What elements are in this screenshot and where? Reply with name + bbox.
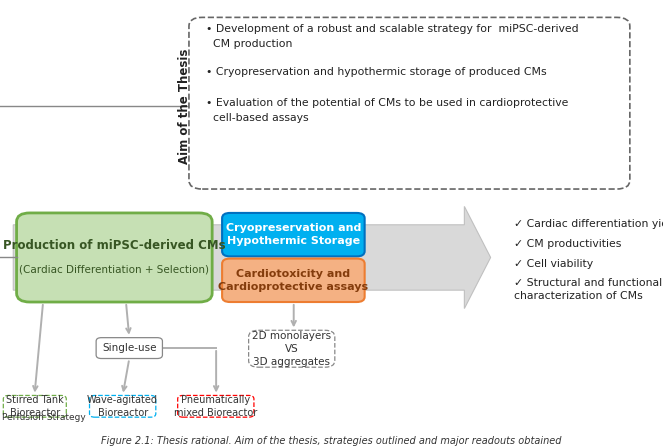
- FancyBboxPatch shape: [189, 17, 630, 189]
- Text: Stirred Tank
Bioreactor: Stirred Tank Bioreactor: [6, 395, 64, 418]
- Text: Pneumatically
mixed Bioreactor: Pneumatically mixed Bioreactor: [174, 395, 257, 418]
- Text: 2D monolayers
VS
3D aggregates: 2D monolayers VS 3D aggregates: [252, 331, 332, 367]
- Text: • Cryopreservation and hypothermic storage of produced CMs: • Cryopreservation and hypothermic stora…: [206, 67, 546, 78]
- Text: ✓ Structural and functional
characterization of CMs: ✓ Structural and functional characteriza…: [514, 278, 662, 301]
- Text: • Evaluation of the potential of CMs to be used in cardioprotective
  cell-based: • Evaluation of the potential of CMs to …: [206, 98, 568, 123]
- FancyBboxPatch shape: [3, 396, 66, 417]
- Text: ✓ CM productivities: ✓ CM productivities: [514, 239, 621, 249]
- FancyBboxPatch shape: [222, 258, 365, 302]
- Text: Cryopreservation and
Hypothermic Storage: Cryopreservation and Hypothermic Storage: [225, 223, 361, 246]
- Text: Production of miPSC-derived CMs: Production of miPSC-derived CMs: [3, 239, 225, 252]
- Text: Perfusion Strategy: Perfusion Strategy: [2, 414, 86, 422]
- Text: • Development of a robust and scalable strategy for  miPSC-derived
  CM producti: • Development of a robust and scalable s…: [206, 24, 578, 49]
- Text: Cardiotoxicity and
Cardioprotective assays: Cardiotoxicity and Cardioprotective assa…: [218, 269, 369, 292]
- Text: Figure 2.1: Thesis rational. Aim of the thesis, strategies outlined and major re: Figure 2.1: Thesis rational. Aim of the …: [101, 436, 562, 446]
- Text: Single-use: Single-use: [102, 343, 156, 353]
- Text: Aim of the Thesis: Aim of the Thesis: [178, 49, 191, 164]
- Text: (Cardiac Differentiation + Selection): (Cardiac Differentiation + Selection): [19, 265, 210, 275]
- Text: ✓ Cardiac differentiation yield: ✓ Cardiac differentiation yield: [514, 220, 663, 229]
- FancyBboxPatch shape: [17, 213, 212, 302]
- Text: ✓ Cell viability: ✓ Cell viability: [514, 258, 593, 268]
- FancyBboxPatch shape: [90, 396, 156, 417]
- FancyBboxPatch shape: [178, 396, 254, 417]
- Polygon shape: [13, 207, 491, 309]
- FancyBboxPatch shape: [249, 330, 335, 367]
- FancyBboxPatch shape: [222, 213, 365, 256]
- Text: Wave-agitated
Bioreactor: Wave-agitated Bioreactor: [87, 395, 158, 418]
- FancyBboxPatch shape: [96, 338, 162, 358]
